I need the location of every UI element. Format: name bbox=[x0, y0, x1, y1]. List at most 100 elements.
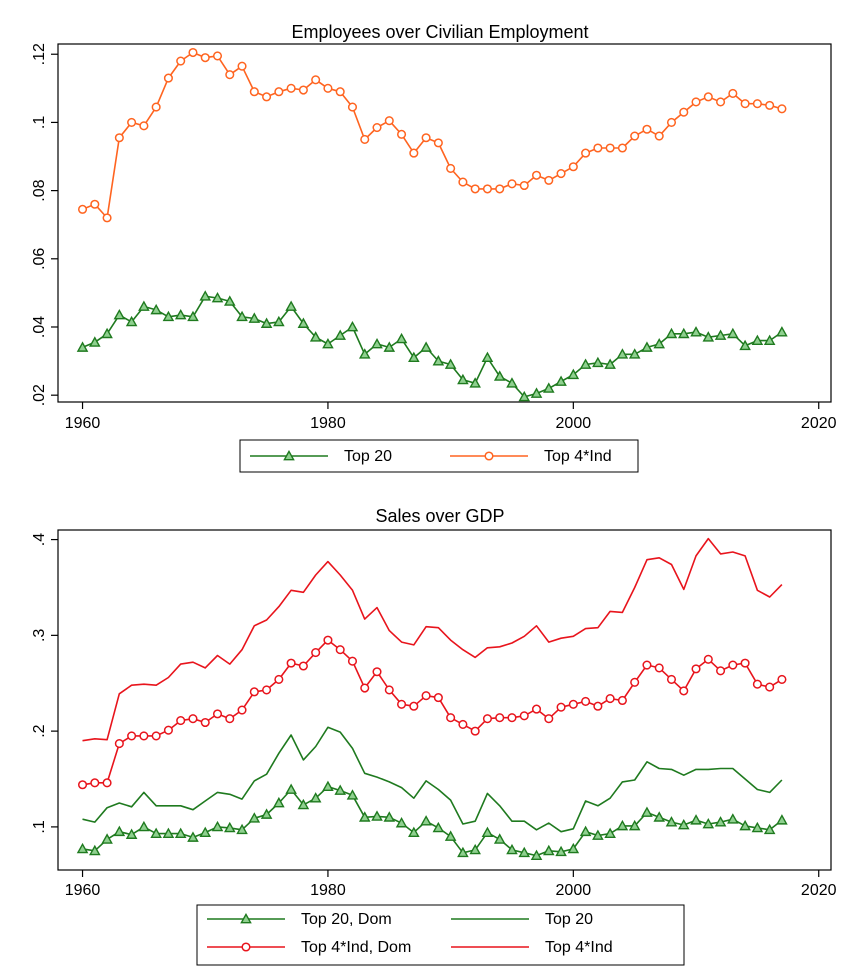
series-line bbox=[82, 537, 783, 742]
data-point bbox=[346, 320, 359, 332]
data-point bbox=[482, 184, 492, 194]
data-point bbox=[616, 348, 629, 359]
data-point bbox=[138, 300, 150, 311]
data-point bbox=[298, 85, 308, 95]
data-point bbox=[642, 660, 652, 670]
data-point bbox=[408, 351, 420, 363]
data-point bbox=[199, 290, 212, 301]
series-4 bbox=[82, 537, 783, 742]
data-point bbox=[309, 792, 322, 803]
data-point bbox=[568, 162, 578, 172]
data-point bbox=[653, 811, 666, 822]
data-point bbox=[482, 714, 492, 724]
data-point bbox=[740, 99, 750, 109]
data-point bbox=[125, 315, 138, 327]
data-point bbox=[716, 97, 726, 107]
data-point bbox=[691, 97, 701, 107]
y-tick-label: .02 bbox=[31, 384, 48, 406]
data-point bbox=[666, 674, 677, 684]
data-point bbox=[579, 825, 592, 837]
data-point bbox=[114, 133, 124, 143]
data-point bbox=[174, 309, 187, 320]
y-tick-label: .3 bbox=[31, 629, 48, 642]
legend-label: Top 20 bbox=[344, 448, 392, 465]
data-point bbox=[518, 390, 531, 402]
data-point bbox=[285, 300, 297, 311]
series-line bbox=[82, 785, 783, 857]
data-point bbox=[519, 180, 529, 191]
data-point bbox=[493, 833, 506, 844]
legend-label: Top 20 bbox=[545, 911, 593, 928]
x-tick-label: 1980 bbox=[310, 882, 346, 899]
data-point bbox=[248, 312, 261, 323]
data-point bbox=[444, 358, 457, 369]
y-tick-label: .2 bbox=[31, 724, 48, 737]
data-point bbox=[458, 177, 468, 187]
data-point bbox=[765, 682, 775, 692]
data-point bbox=[274, 674, 284, 684]
data-point bbox=[752, 99, 762, 109]
data-point bbox=[421, 691, 431, 701]
x-tick-label: 2000 bbox=[556, 415, 592, 432]
data-point bbox=[102, 213, 112, 223]
data-point bbox=[211, 291, 224, 303]
data-point bbox=[481, 351, 494, 363]
data-point bbox=[605, 694, 615, 704]
data-point bbox=[371, 810, 383, 821]
data-point bbox=[285, 783, 297, 794]
data-point bbox=[260, 317, 273, 328]
data-point bbox=[76, 341, 89, 352]
data-point bbox=[397, 129, 407, 139]
legend-marker bbox=[283, 449, 295, 461]
chart-sales: Sales over GDP 1960 1980 2000 2020.1.2.3.4 … bbox=[31, 506, 837, 966]
data-point bbox=[653, 337, 666, 349]
data-point bbox=[433, 693, 443, 703]
y-tick-label: .08 bbox=[31, 179, 48, 201]
data-point bbox=[138, 820, 150, 832]
data-point bbox=[495, 184, 505, 194]
data-point bbox=[470, 726, 480, 736]
data-point bbox=[531, 170, 542, 180]
data-point bbox=[113, 825, 126, 837]
data-point bbox=[763, 823, 776, 835]
data-point bbox=[751, 334, 764, 346]
legend-label: Top 4*Ind, Dom bbox=[301, 939, 411, 956]
data-point bbox=[273, 315, 285, 327]
data-point bbox=[604, 358, 616, 369]
data-point bbox=[716, 666, 726, 676]
data-point bbox=[433, 138, 443, 148]
data-point bbox=[223, 821, 236, 833]
data-point bbox=[630, 677, 640, 687]
data-point bbox=[200, 53, 210, 63]
data-point bbox=[89, 844, 101, 856]
data-point bbox=[150, 827, 162, 838]
data-point bbox=[139, 121, 149, 131]
data-point bbox=[358, 811, 371, 822]
series-3 bbox=[77, 635, 787, 790]
data-point bbox=[384, 116, 394, 126]
series-1 bbox=[76, 780, 788, 861]
data-point bbox=[714, 329, 727, 340]
data-point bbox=[248, 812, 261, 823]
series-layer bbox=[76, 47, 788, 402]
data-point bbox=[420, 341, 432, 352]
plot-frame bbox=[57, 43, 832, 403]
chart-title: Sales over GDP bbox=[375, 506, 504, 526]
data-point bbox=[101, 327, 113, 339]
legend-marker bbox=[484, 451, 494, 461]
data-point bbox=[495, 713, 505, 723]
chart-title: Employees over Civilian Employment bbox=[291, 22, 588, 42]
series-2 bbox=[77, 47, 787, 223]
data-point bbox=[641, 806, 653, 817]
data-point bbox=[763, 334, 776, 346]
data-point bbox=[311, 75, 321, 85]
series-line bbox=[82, 51, 783, 219]
data-point bbox=[458, 719, 468, 729]
data-point bbox=[101, 833, 113, 844]
data-point bbox=[530, 849, 543, 861]
data-point bbox=[555, 845, 567, 857]
legend-item: Top 20 bbox=[250, 448, 392, 465]
y-tick-label: .12 bbox=[31, 43, 48, 65]
data-point bbox=[77, 204, 88, 214]
